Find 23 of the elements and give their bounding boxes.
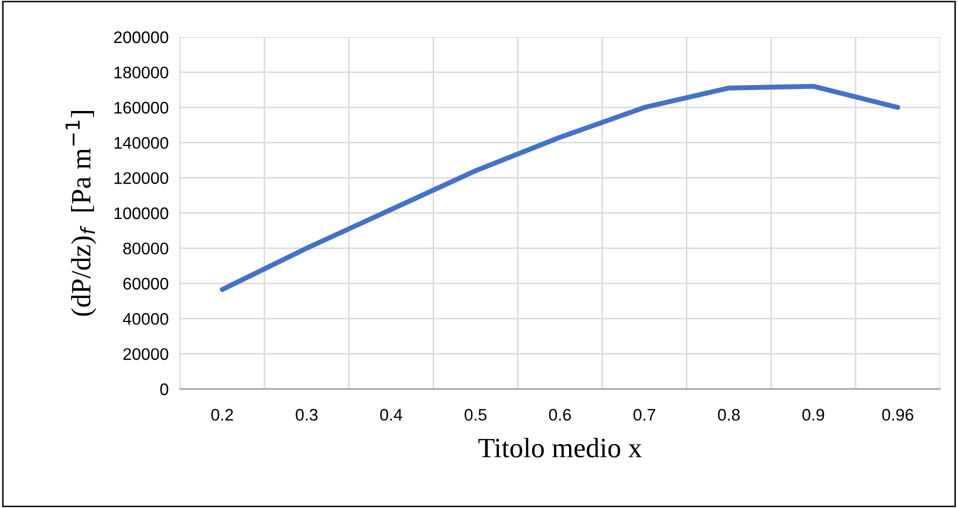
y-tick-label: 200000 — [114, 31, 168, 44]
y-axis-title: (dP/dz)$_{f}$ [Pa m$^{−1}$] — [66, 111, 96, 316]
x-tick-label: 0.9 — [802, 408, 824, 421]
y-tick-label: 100000 — [114, 207, 168, 220]
x-tick-label: 0.96 — [882, 408, 914, 421]
x-axis-title: Titolo medio x — [478, 438, 642, 458]
y-tick-label: 40000 — [122, 313, 168, 325]
y-tick-label: 20000 — [123, 348, 168, 360]
y-tick-label: 60000 — [123, 278, 168, 290]
x-tick-label: 0.3 — [296, 408, 318, 421]
x-tick-label: 0.4 — [380, 408, 402, 421]
x-tick-label: 0.5 — [464, 408, 486, 421]
x-tick-label: 0.6 — [549, 408, 571, 421]
line-series — [220, 84, 900, 292]
y-tick-label: 0 — [160, 383, 168, 396]
x-tick-label: 0.2 — [211, 408, 233, 421]
x-tick-label: 0.7 — [634, 408, 656, 421]
y-tick-label: 120000 — [114, 172, 168, 184]
y-tick-label: 140000 — [114, 137, 168, 149]
y-tick-label: 160000 — [114, 102, 168, 114]
y-tick-label: 80000 — [123, 242, 168, 254]
x-tick-label: 0.8 — [718, 408, 740, 421]
y-tick-label: 180000 — [114, 66, 168, 78]
